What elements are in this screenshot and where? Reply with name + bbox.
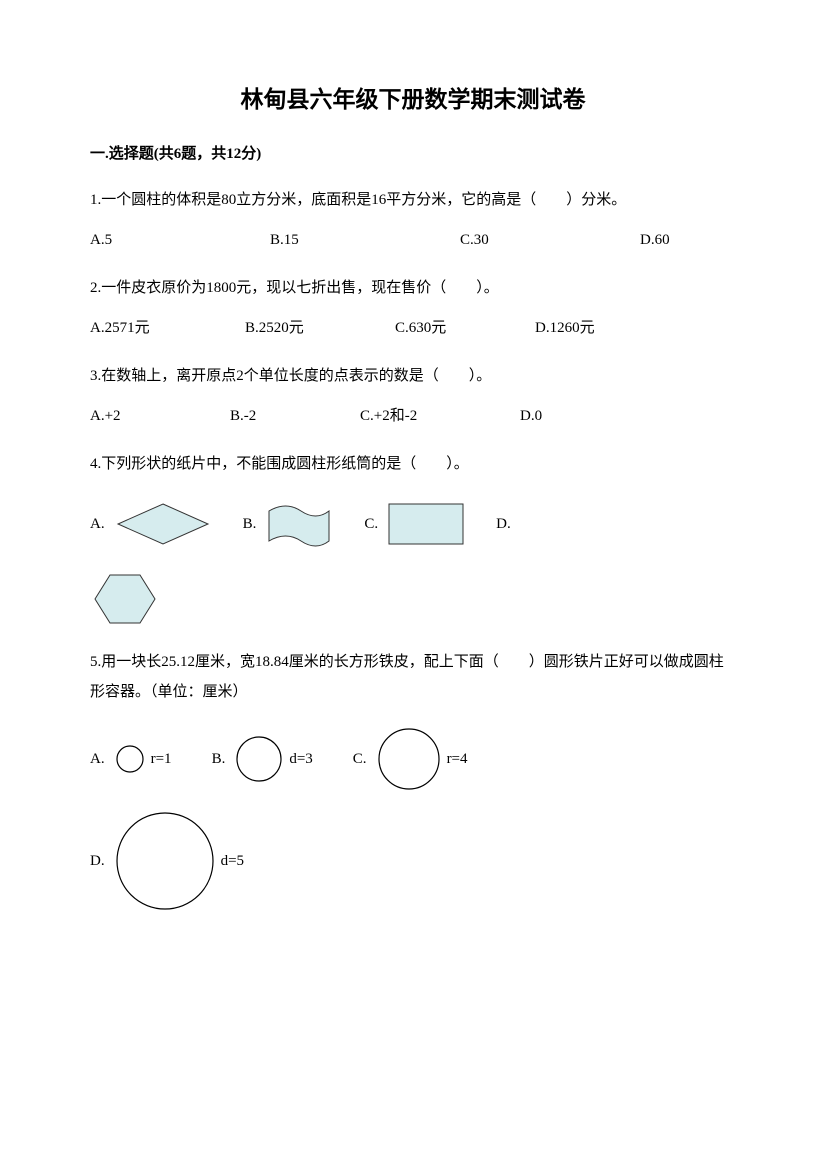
q2-text: 2.一件皮衣原价为1800元，现以七折出售，现在售价（ ）。 [90, 273, 736, 303]
q3-optC: C.+2和-2 [360, 401, 520, 431]
circle-b-icon [235, 735, 283, 783]
q3-options: A.+2 B.-2 C.+2和-2 D.0 [90, 401, 736, 431]
q5-labelD: d=5 [221, 846, 244, 876]
q5-optB-group: B. d=3 [212, 735, 313, 783]
q2-options: A.2571元 B.2520元 C.630元 D.1260元 [90, 313, 736, 343]
q5-labelA: r=1 [151, 744, 172, 774]
q5-optB: B. [212, 744, 226, 774]
q4-optD-shape-group [90, 569, 160, 629]
q2-optD: D.1260元 [535, 313, 595, 343]
q5-options: A. r=1 B. d=3 C. r=4 [90, 727, 736, 791]
q2-optC: C.630元 [395, 313, 535, 343]
q2-optB: B.2520元 [245, 313, 395, 343]
q1-optD: D.60 [640, 225, 670, 255]
question-2: 2.一件皮衣原价为1800元，现以七折出售，现在售价（ ）。 A.2571元 B… [90, 273, 736, 343]
q4-optA: A. [90, 509, 105, 539]
q5-optC-group: C. r=4 [353, 727, 468, 791]
q1-text: 1.一个圆柱的体积是80立方分米，底面积是16平方分米，它的高是（ ）分米。 [90, 185, 736, 215]
hexagon-shape-icon [90, 569, 160, 629]
q5-optD-group: D. d=5 [90, 811, 244, 911]
q4-options-row2 [90, 569, 736, 629]
q3-optA: A.+2 [90, 401, 230, 431]
question-4: 4.下列形状的纸片中，不能围成圆柱形纸筒的是（ ）。 A. B. C. D. [90, 449, 736, 629]
q4-optC: C. [364, 509, 378, 539]
q1-optA: A.5 [90, 225, 270, 255]
q5-text: 5.用一块长25.12厘米，宽18.84厘米的长方形铁皮，配上下面（ ）圆形铁片… [90, 647, 736, 707]
q5-optD: D. [90, 846, 105, 876]
q4-optA-group: A. [90, 499, 213, 549]
q4-optB: B. [243, 509, 257, 539]
question-5: 5.用一块长25.12厘米，宽18.84厘米的长方形铁皮，配上下面（ ）圆形铁片… [90, 647, 736, 911]
q1-optB: B.15 [270, 225, 460, 255]
q3-text: 3.在数轴上，离开原点2个单位长度的点表示的数是（ ）。 [90, 361, 736, 391]
q5-optC: C. [353, 744, 367, 774]
rectangle-shape-icon [386, 499, 466, 549]
q5-options-row2: D. d=5 [90, 811, 736, 911]
circle-a-icon [115, 744, 145, 774]
wavy-flag-shape-icon [264, 499, 334, 549]
q1-options: A.5 B.15 C.30 D.60 [90, 225, 736, 255]
question-3: 3.在数轴上，离开原点2个单位长度的点表示的数是（ ）。 A.+2 B.-2 C… [90, 361, 736, 431]
q3-optB: B.-2 [230, 401, 360, 431]
q5-optA: A. [90, 744, 105, 774]
q4-options: A. B. C. D. [90, 499, 736, 549]
circle-d-icon [115, 811, 215, 911]
q4-optC-group: C. [364, 499, 466, 549]
q4-optD-group: D. [496, 509, 519, 539]
section-header: 一.选择题(共6题，共12分) [90, 142, 736, 163]
q4-optD: D. [496, 509, 511, 539]
q4-text: 4.下列形状的纸片中，不能围成圆柱形纸筒的是（ ）。 [90, 449, 736, 479]
q1-optC: C.30 [460, 225, 640, 255]
q5-optA-group: A. r=1 [90, 744, 172, 774]
q2-optA: A.2571元 [90, 313, 245, 343]
q4-optB-group: B. [243, 499, 335, 549]
circle-c-icon [377, 727, 441, 791]
q3-optD: D.0 [520, 401, 542, 431]
diamond-shape-icon [113, 499, 213, 549]
q5-labelB: d=3 [289, 744, 312, 774]
page-title: 林甸县六年级下册数学期末测试卷 [90, 80, 736, 114]
q5-labelC: r=4 [447, 744, 468, 774]
question-1: 1.一个圆柱的体积是80立方分米，底面积是16平方分米，它的高是（ ）分米。 A… [90, 185, 736, 255]
